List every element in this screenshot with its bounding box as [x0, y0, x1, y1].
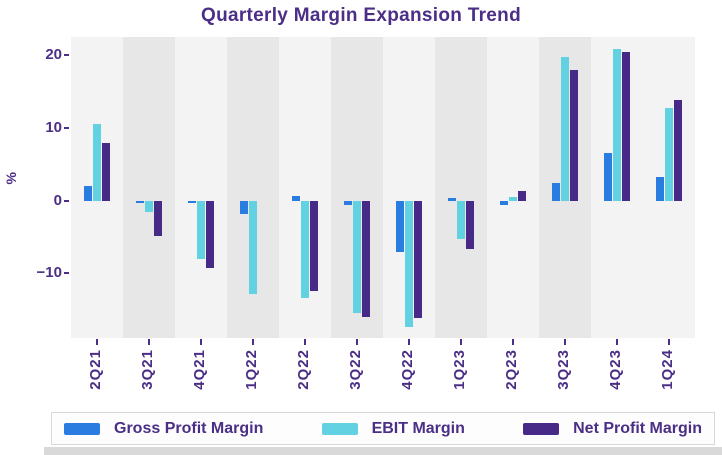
y-tick-label: −10	[36, 264, 62, 281]
legend-label: EBIT Margin	[371, 419, 465, 437]
bar-1q23-ebit-margin	[457, 200, 465, 240]
bar-4q21-net-profit-margin	[206, 200, 214, 268]
y-tick-mark	[64, 272, 69, 274]
bar-4q23-ebit-margin	[613, 48, 621, 201]
bar-3q22-ebit-margin	[353, 200, 361, 314]
y-tick-label: 0	[53, 192, 62, 209]
x-tick-label-4q23: 4Q23	[607, 349, 624, 390]
x-tick-mark	[512, 339, 514, 345]
x-tick-label-1q23: 1Q23	[451, 349, 468, 390]
y-tick-label: 20	[45, 46, 62, 63]
x-tick-mark	[96, 339, 98, 345]
x-tick-mark	[200, 339, 202, 345]
bar-4q21-ebit-margin	[197, 200, 205, 259]
column-band-1q23	[435, 37, 487, 338]
x-tick-mark	[616, 339, 618, 345]
bar-1q22-ebit-margin	[249, 200, 257, 294]
x-tick-label-4q22: 4Q22	[399, 349, 416, 390]
bar-3q23-gross-profit-margin	[552, 182, 560, 201]
x-tick-label-2q23: 2Q23	[503, 349, 520, 390]
x-tick-mark	[460, 339, 462, 345]
bar-2q23-gross-profit-margin	[500, 200, 508, 206]
bar-1q24-net-profit-margin	[674, 99, 682, 201]
bar-3q23-ebit-margin	[561, 56, 569, 201]
bar-4q23-net-profit-margin	[622, 52, 630, 201]
x-tick-label-3q21: 3Q21	[139, 349, 156, 390]
x-tick-mark	[564, 339, 566, 345]
bar-3q21-net-profit-margin	[154, 200, 162, 236]
net-profit-margin-swatch	[523, 422, 560, 435]
bar-4q23-gross-profit-margin	[604, 152, 612, 201]
legend-item-gross-profit-margin: Gross Profit Margin	[64, 420, 263, 438]
x-tick-label-3q22: 3Q22	[347, 349, 364, 390]
bar-1q24-gross-profit-margin	[656, 177, 664, 201]
bar-2q23-net-profit-margin	[518, 190, 526, 201]
x-tick-label-4q21: 4Q21	[191, 349, 208, 390]
gross-profit-margin-swatch	[64, 422, 100, 435]
legend-item-ebit-margin: EBIT Margin	[321, 419, 465, 438]
bar-1q23-net-profit-margin	[466, 200, 474, 250]
bar-4q22-net-profit-margin	[414, 200, 422, 318]
bar-2q21-net-profit-margin	[102, 142, 110, 201]
bar-2q21-gross-profit-margin	[84, 186, 92, 201]
y-axis-label: %	[3, 172, 19, 185]
bar-2q23-ebit-margin	[509, 197, 517, 201]
x-tick-mark	[148, 339, 150, 345]
x-tick-label-2q21: 2Q21	[87, 349, 104, 390]
x-tick-label-1q22: 1Q22	[243, 349, 260, 390]
bar-1q24-ebit-margin	[665, 107, 673, 201]
bar-2q22-ebit-margin	[301, 200, 309, 299]
bar-1q23-gross-profit-margin	[448, 197, 456, 201]
bar-2q22-gross-profit-margin	[292, 196, 300, 201]
plot-area	[71, 37, 695, 338]
bar-4q22-gross-profit-margin	[396, 200, 404, 252]
legend: Gross Profit Margin EBIT Margin Net Prof…	[51, 412, 715, 445]
legend-item-net-profit-margin: Net Profit Margin	[523, 420, 702, 438]
chart-title: Quarterly Margin Expansion Trend	[200, 5, 521, 26]
bar-4q21-gross-profit-margin	[188, 200, 196, 203]
ebit-margin-swatch	[321, 422, 358, 435]
x-tick-mark	[668, 339, 670, 345]
y-tick-mark	[64, 127, 69, 129]
y-tick-mark	[64, 200, 69, 202]
column-band-4q21	[175, 37, 227, 338]
y-tick-mark	[64, 54, 69, 56]
bar-2q21-ebit-margin	[93, 123, 101, 201]
y-tick-label: 10	[45, 119, 62, 136]
legend-label: Net Profit Margin	[573, 419, 702, 437]
bar-3q21-ebit-margin	[145, 200, 153, 212]
x-tick-mark	[252, 339, 254, 345]
x-tick-label-1q24: 1Q24	[659, 349, 676, 390]
x-tick-label-2q22: 2Q22	[295, 349, 312, 390]
legend-label: Gross Profit Margin	[114, 419, 264, 437]
x-tick-mark	[304, 339, 306, 345]
bar-3q22-gross-profit-margin	[344, 200, 352, 206]
bar-1q22-gross-profit-margin	[240, 200, 248, 214]
x-tick-mark	[356, 339, 358, 345]
x-tick-label-3q23: 3Q23	[555, 349, 572, 390]
bar-3q22-net-profit-margin	[362, 200, 370, 317]
bar-3q23-net-profit-margin	[570, 69, 578, 201]
bar-2q22-net-profit-margin	[310, 200, 318, 291]
bar-4q22-ebit-margin	[405, 200, 413, 328]
column-band-2q23	[487, 37, 539, 338]
bottom-strip	[44, 447, 722, 455]
bar-3q21-gross-profit-margin	[136, 200, 144, 203]
x-tick-mark	[408, 339, 410, 345]
column-band-3q21	[123, 37, 175, 338]
